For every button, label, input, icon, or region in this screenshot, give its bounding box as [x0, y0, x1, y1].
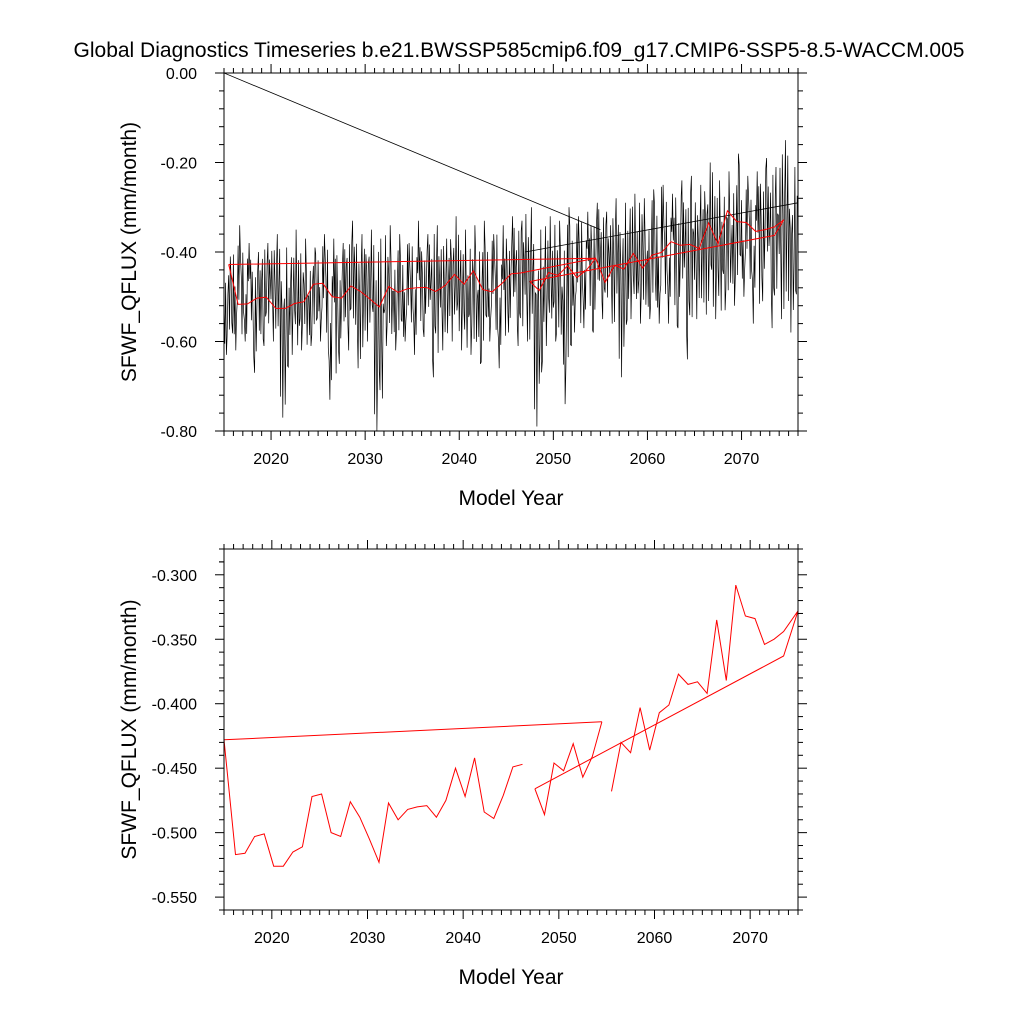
series-monthly-wrap-segment: [224, 73, 601, 230]
series-monthly: [224, 140, 798, 431]
x-tick-label-2070: 2070: [724, 451, 760, 468]
y-tick-label--0.20: -0.20: [161, 156, 198, 173]
plot-frame: [223, 548, 799, 911]
series-annual-mean-part1: [224, 721, 602, 741]
x-tick-label-2030: 2030: [347, 451, 383, 468]
x-tick-label-2050: 2050: [536, 451, 572, 468]
x-axis-label: Model Year: [458, 966, 563, 989]
x-tick-label-2040: 2040: [441, 451, 477, 468]
series-monthly-trend: [525, 202, 798, 253]
y-tick-label--0.450: -0.450: [152, 761, 197, 778]
y-tick-label-0.00: 0.00: [166, 66, 197, 83]
x-tick-label-2020: 2020: [254, 930, 290, 947]
plot-area: [224, 73, 798, 431]
bottom-panel: 2020 2030 2040 2050 2060 2070 -0.300 -0.350 -0.4…: [118, 540, 807, 989]
x-tick-label-2070: 2070: [732, 930, 768, 947]
y-tick-label--0.500: -0.500: [152, 826, 197, 843]
y-tick-label--0.80: -0.80: [161, 424, 198, 441]
y-axis-label: SFWF_QFLUX (mm/month): [118, 599, 141, 859]
series-annual-mean: [224, 739, 523, 867]
y-axis-label: SFWF_QFLUX (mm/month): [118, 122, 141, 382]
series-annual-mean: [228, 257, 596, 309]
series-annual-mean-part2: [534, 721, 603, 817]
x-tick-label-2020: 2020: [253, 451, 289, 468]
y-tick-label--0.550: -0.550: [152, 890, 197, 907]
y-tick-label--0.40: -0.40: [161, 245, 198, 262]
chart-title: Global Diagnostics Timeseries b.e21.BWSS…: [74, 39, 965, 62]
x-tick-label-2030: 2030: [350, 930, 386, 947]
x-tick-label-2040: 2040: [445, 930, 481, 947]
y-tick-label--0.300: -0.300: [152, 568, 197, 585]
x-tick-label-2050: 2050: [541, 930, 577, 947]
plot-area: [224, 584, 798, 867]
y-tick-label--0.60: -0.60: [161, 335, 198, 352]
y-tick-label--0.400: -0.400: [152, 697, 197, 714]
x-tick-label-2060: 2060: [630, 451, 666, 468]
series-annual-mean-part3: [534, 584, 798, 792]
y-tick-label--0.350: -0.350: [152, 632, 197, 649]
series-annual-mean-part1: [529, 209, 785, 292]
x-axis-label: Model Year: [458, 487, 563, 510]
x-tick-label-2060: 2060: [637, 930, 673, 947]
top-panel: 2020 2030 2040 2050 2060 2070 0.00 -0.20 -0.40 -0…: [118, 64, 807, 510]
